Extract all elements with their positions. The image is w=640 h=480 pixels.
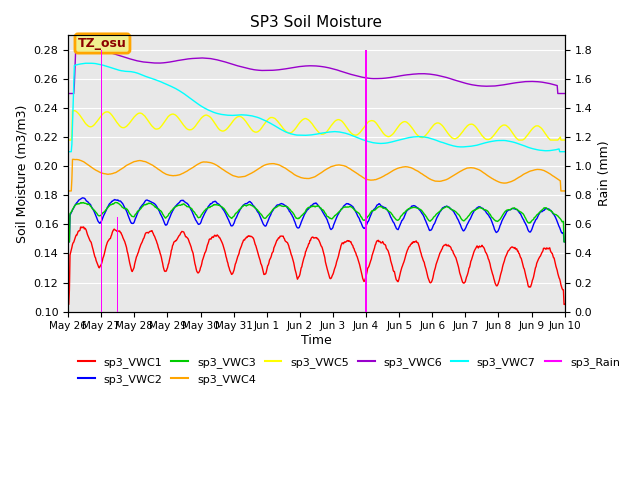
Title: SP3 Soil Moisture: SP3 Soil Moisture [250,15,383,30]
Bar [100,50,102,312]
Y-axis label: Soil Moisture (m3/m3): Soil Moisture (m3/m3) [15,104,28,243]
Legend: sp3_VWC1, sp3_VWC2, sp3_VWC3, sp3_VWC4, sp3_VWC5, sp3_VWC6, sp3_VWC7, sp3_Rain: sp3_VWC1, sp3_VWC2, sp3_VWC3, sp3_VWC4, … [74,353,625,389]
Bar [117,217,118,312]
X-axis label: Time: Time [301,334,332,347]
Bar [365,50,367,312]
Text: TZ_osu: TZ_osu [78,37,127,50]
Y-axis label: Rain (mm): Rain (mm) [598,141,611,206]
